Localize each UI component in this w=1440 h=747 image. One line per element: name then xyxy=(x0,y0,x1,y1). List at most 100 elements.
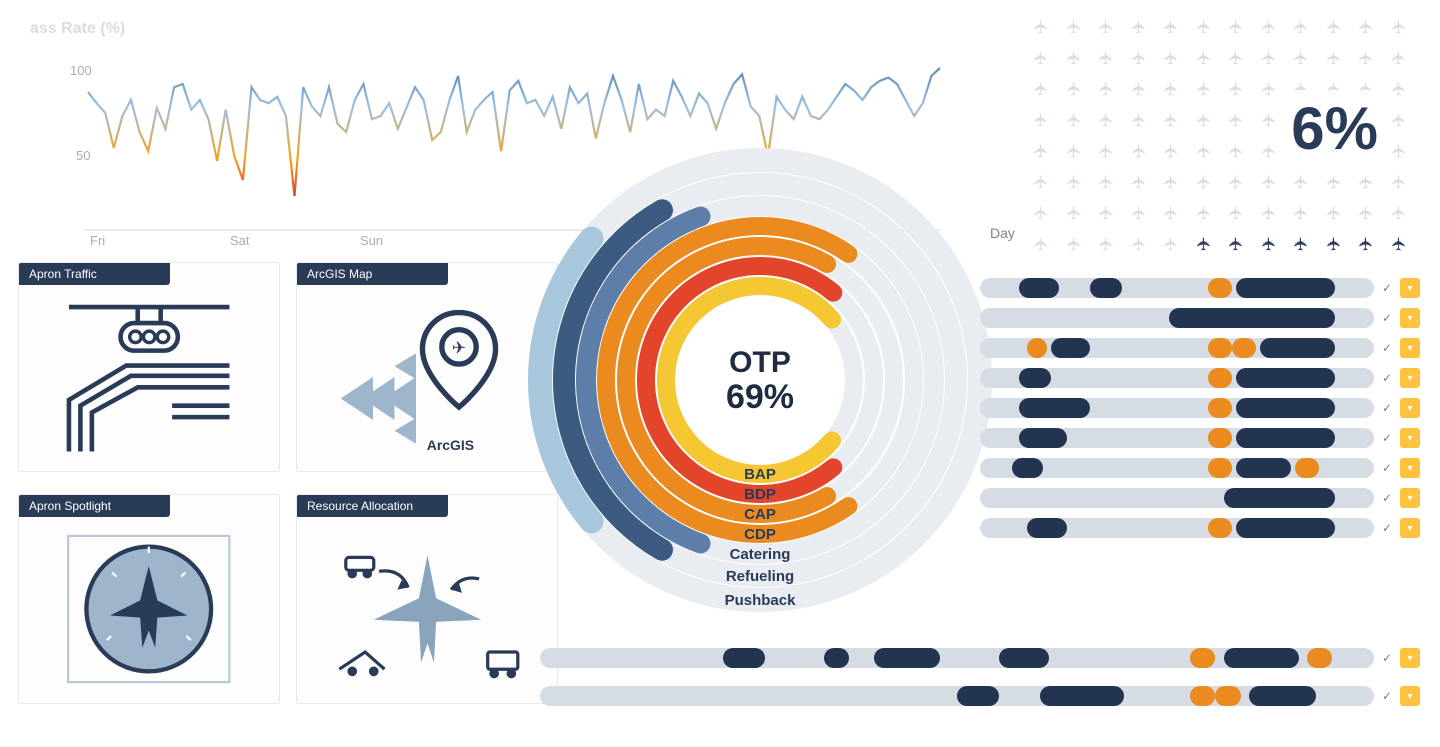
plane-icon: ✈ xyxy=(1323,205,1344,228)
plane-icon: ✈ xyxy=(1193,19,1214,42)
plane-icon: ✈ xyxy=(1258,81,1279,104)
plane-icon: ✈ xyxy=(1031,236,1052,259)
plane-icon: ✈ xyxy=(1388,50,1409,73)
plane-icon: ✈ xyxy=(1291,19,1312,42)
plane-icon: ✈ xyxy=(1226,236,1247,259)
plane-icon: ✈ xyxy=(1161,143,1182,166)
plane-icon: ✈ xyxy=(1388,112,1409,135)
otp-radial-chart: OTP 69% BAPBDPCAPCDPCateringRefuelingPus… xyxy=(500,120,1020,640)
gantt-row: ✓▾ xyxy=(980,278,1420,298)
expand-button[interactable]: ▾ xyxy=(1400,518,1420,538)
plane-icon: ✈ xyxy=(1031,50,1052,73)
plane-icon: ✈ xyxy=(1128,81,1149,104)
card-title: Resource Allocation xyxy=(297,495,448,517)
svg-text:✈: ✈ xyxy=(452,337,466,357)
plane-icon: ✈ xyxy=(1063,205,1084,228)
plane-icon: ✈ xyxy=(1291,236,1312,259)
gantt-panel: ✓▾✓▾✓▾✓▾✓▾✓▾✓▾✓▾✓▾ xyxy=(980,278,1420,548)
gantt-segment xyxy=(1208,338,1232,358)
gantt-segment xyxy=(1236,518,1334,538)
gantt-segment xyxy=(1208,368,1232,388)
gantt-segment xyxy=(1295,458,1319,478)
plane-icon: ✈ xyxy=(1161,81,1182,104)
plane-icon: ✈ xyxy=(1193,174,1214,197)
check-icon: ✓ xyxy=(1382,281,1392,295)
plane-icon: ✈ xyxy=(1161,205,1182,228)
plane-icon: ✈ xyxy=(1258,19,1279,42)
plane-icon: ✈ xyxy=(1193,112,1214,135)
card-apron-traffic[interactable]: Apron Traffic xyxy=(18,262,280,472)
plane-icon: ✈ xyxy=(1096,50,1117,73)
expand-button[interactable]: ▾ xyxy=(1400,488,1420,508)
plane-icon: ✈ xyxy=(1063,174,1084,197)
plane-icon: ✈ xyxy=(1226,19,1247,42)
plane-icon: ✈ xyxy=(1356,174,1377,197)
check-icon: ✓ xyxy=(1382,651,1392,665)
gantt-track xyxy=(980,278,1374,298)
expand-button[interactable]: ▾ xyxy=(1400,308,1420,328)
expand-button[interactable]: ▾ xyxy=(1400,428,1420,448)
check-icon: ✓ xyxy=(1382,461,1392,475)
gantt-row: ✓▾ xyxy=(980,518,1420,538)
plane-icon: ✈ xyxy=(1063,143,1084,166)
plane-icon: ✈ xyxy=(1128,143,1149,166)
check-icon: ✓ xyxy=(1382,521,1392,535)
plane-icon: ✈ xyxy=(1356,205,1377,228)
otp-title: OTP xyxy=(729,346,791,379)
gantt-track xyxy=(980,338,1374,358)
gantt-track xyxy=(980,428,1374,448)
gantt-row-wide: ✓▾ xyxy=(540,648,1420,668)
gantt-segment xyxy=(1019,278,1058,298)
plane-icon: ✈ xyxy=(1096,205,1117,228)
gantt-segment xyxy=(1051,338,1090,358)
gantt-segment xyxy=(1169,308,1334,328)
ring-label-cdp: CDP xyxy=(744,526,776,543)
gantt-segment xyxy=(1019,398,1090,418)
card-title: Apron Spotlight xyxy=(19,495,170,517)
expand-button[interactable]: ▾ xyxy=(1400,338,1420,358)
plane-icon: ✈ xyxy=(1063,112,1084,135)
plane-icon: ✈ xyxy=(1161,19,1182,42)
plane-icon: ✈ xyxy=(1258,143,1279,166)
plane-icon: ✈ xyxy=(1226,81,1247,104)
plane-icon: ✈ xyxy=(1323,174,1344,197)
plane-icon: ✈ xyxy=(1323,236,1344,259)
gantt-segment xyxy=(1208,278,1232,298)
svg-text:Sun: Sun xyxy=(360,233,383,248)
plane-icon: ✈ xyxy=(1128,205,1149,228)
check-icon: ✓ xyxy=(1382,431,1392,445)
expand-button[interactable]: ▾ xyxy=(1400,458,1420,478)
expand-button[interactable]: ▾ xyxy=(1400,368,1420,388)
plane-icon: ✈ xyxy=(1388,81,1409,104)
expand-button[interactable]: ▾ xyxy=(1400,686,1420,706)
expand-button[interactable]: ▾ xyxy=(1400,278,1420,298)
check-icon: ✓ xyxy=(1382,341,1392,355)
apron-traffic-icon xyxy=(46,291,252,463)
expand-button[interactable]: ▾ xyxy=(1400,648,1420,668)
arcgis-icon: ✈ ArcGIS xyxy=(330,291,524,463)
plane-icon: ✈ xyxy=(1063,236,1084,259)
plane-icon: ✈ xyxy=(1128,19,1149,42)
plane-icon: ✈ xyxy=(1323,19,1344,42)
plane-icon: ✈ xyxy=(1193,236,1214,259)
gantt-segment xyxy=(1236,398,1334,418)
expand-button[interactable]: ▾ xyxy=(1400,398,1420,418)
plane-icon: ✈ xyxy=(1031,205,1052,228)
svg-text:Sat: Sat xyxy=(230,233,250,248)
plane-icon: ✈ xyxy=(1226,174,1247,197)
plane-icon: ✈ xyxy=(1356,236,1377,259)
ring-label-pushback: Pushback xyxy=(725,592,797,609)
gantt-segment xyxy=(1090,278,1122,298)
plane-icon: ✈ xyxy=(1226,50,1247,73)
plane-icon: ✈ xyxy=(1096,112,1117,135)
plane-icon: ✈ xyxy=(1323,50,1344,73)
plane-icon: ✈ xyxy=(1128,50,1149,73)
card-apron-spotlight[interactable]: Apron Spotlight xyxy=(18,494,280,704)
plane-icon: ✈ xyxy=(1258,236,1279,259)
otp-value: 69% xyxy=(726,378,794,416)
plane-icon: ✈ xyxy=(1063,81,1084,104)
plane-icon: ✈ xyxy=(1031,143,1052,166)
gantt-row: ✓▾ xyxy=(980,488,1420,508)
plane-icon: ✈ xyxy=(1031,112,1052,135)
arcgis-sublabel: ArcGIS xyxy=(427,437,474,453)
